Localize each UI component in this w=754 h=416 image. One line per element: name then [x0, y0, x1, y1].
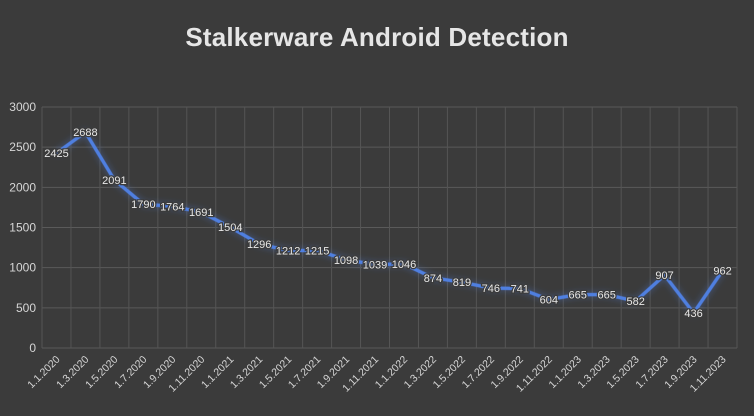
data-label: 665: [598, 290, 616, 302]
data-point: [54, 151, 58, 155]
data-label: 2091: [102, 175, 126, 187]
data-point: [663, 273, 667, 277]
data-point: [576, 293, 580, 297]
data-label: 604: [540, 294, 558, 306]
data-point: [112, 178, 116, 182]
data-label: 1296: [247, 239, 271, 251]
data-label: 962: [713, 266, 731, 278]
data-point: [634, 299, 638, 303]
y-tick-label: 500: [16, 301, 36, 315]
data-label: 1790: [131, 199, 155, 211]
data-point: [460, 280, 464, 284]
data-point: [402, 262, 406, 266]
data-point: [199, 210, 203, 214]
data-point: [315, 248, 319, 252]
data-point: [257, 242, 261, 246]
data-label: 741: [511, 283, 529, 295]
data-point: [344, 258, 348, 262]
data-label: 1046: [392, 259, 416, 271]
data-point: [83, 130, 87, 134]
data-label: 1504: [218, 222, 242, 234]
series-line: [54, 130, 725, 315]
data-label: 436: [684, 308, 702, 320]
y-tick-label: 1500: [9, 221, 36, 235]
chart-title: Stalkerware Android Detection: [185, 22, 569, 52]
data-label: 746: [482, 283, 500, 295]
data-point: [721, 269, 725, 273]
data-label: 2688: [73, 127, 97, 139]
data-point: [373, 263, 377, 267]
y-tick-label: 3000: [9, 100, 36, 114]
grid: [41, 106, 738, 349]
data-point: [228, 225, 232, 229]
data-label: 1098: [334, 255, 358, 267]
data-label: 1212: [276, 246, 300, 258]
data-point: [141, 202, 145, 206]
x-axis-ticks: 1.1.20201.3.20201.5.20201.7.20201.9.2020…: [25, 354, 729, 395]
data-label: 582: [626, 296, 644, 308]
data-point: [431, 276, 435, 280]
y-axis-ticks: 0 500 1000 1500 2000 2500 3000: [9, 100, 36, 355]
data-point: [518, 286, 522, 290]
data-point: [547, 297, 551, 301]
data-point: [489, 286, 493, 290]
y-tick-label: 2500: [9, 140, 36, 154]
data-label: 874: [424, 273, 442, 285]
data-point: [286, 249, 290, 253]
y-tick-label: 1000: [9, 261, 36, 275]
data-label: 1215: [305, 245, 329, 257]
data-label: 2425: [44, 148, 68, 160]
data-label: 819: [453, 277, 471, 289]
data-point: [605, 293, 609, 297]
data-label: 1691: [189, 207, 213, 219]
data-label: 907: [655, 270, 673, 282]
data-label: 665: [569, 290, 587, 302]
data-label: 1039: [363, 260, 387, 272]
data-point: [170, 204, 174, 208]
y-tick-label: 0: [29, 341, 36, 355]
data-point: [692, 311, 696, 315]
series-line-path: [55, 130, 724, 315]
y-tick-label: 2000: [9, 180, 36, 194]
data-label: 1764: [160, 201, 184, 213]
data-labels: 2425 2688 2091 1790 1764 1691 1504 1296 1212 1215…: [43, 126, 733, 321]
